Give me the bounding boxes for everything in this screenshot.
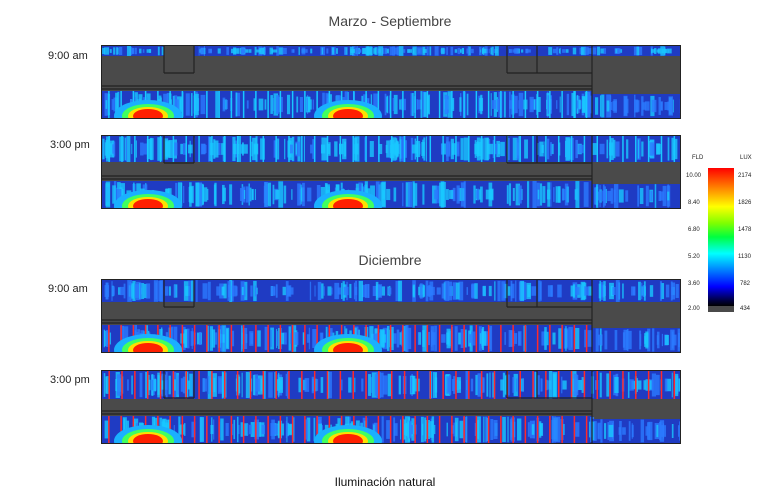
legend-lux-tick: 2174 xyxy=(738,173,752,179)
illuminance-plan-winter-am xyxy=(101,279,681,353)
legend-lux-tick: 1826 xyxy=(738,200,752,206)
legend-lux-tick: 782 xyxy=(740,281,751,287)
legend-color-bar xyxy=(708,168,734,306)
legend-fld-tick: 8.40 xyxy=(688,200,700,206)
legend-fld-tick: 2.00 xyxy=(688,306,700,312)
time-label-summer-am: 9:00 am xyxy=(48,50,88,62)
color-scale-legend: FLD LUX 10.00 8.40 6.80 5.20 3.60 2.00 2… xyxy=(682,150,762,320)
legend-color-bar-base xyxy=(708,306,734,312)
time-label-winter-pm: 3:00 pm xyxy=(50,374,90,386)
legend-fld-tick: 10.00 xyxy=(686,173,702,179)
legend-lux-tick: 1130 xyxy=(738,254,751,260)
section-title-march-september: Marzo - Septiembre xyxy=(328,13,452,29)
time-label-winter-am: 9:00 am xyxy=(48,283,88,295)
illuminance-plan-summer-am xyxy=(101,45,681,119)
illuminance-plan-summer-pm xyxy=(101,135,681,209)
legend-fld-tick: 3.60 xyxy=(688,281,700,287)
legend-lux-tick: 1478 xyxy=(738,227,752,233)
figure-caption: Iluminación natural xyxy=(334,475,436,489)
time-label-summer-pm: 3:00 pm xyxy=(50,139,90,151)
section-title-december: Diciembre xyxy=(358,252,422,268)
legend-fld-tick: 5.20 xyxy=(688,254,700,260)
illuminance-plan-winter-pm xyxy=(101,370,681,444)
legend-fld-tick: 6.80 xyxy=(688,227,700,233)
legend-fld-header: FLD xyxy=(692,155,704,161)
legend-lux-tick: 434 xyxy=(740,306,751,312)
legend-lux-header: LUX xyxy=(740,155,752,161)
